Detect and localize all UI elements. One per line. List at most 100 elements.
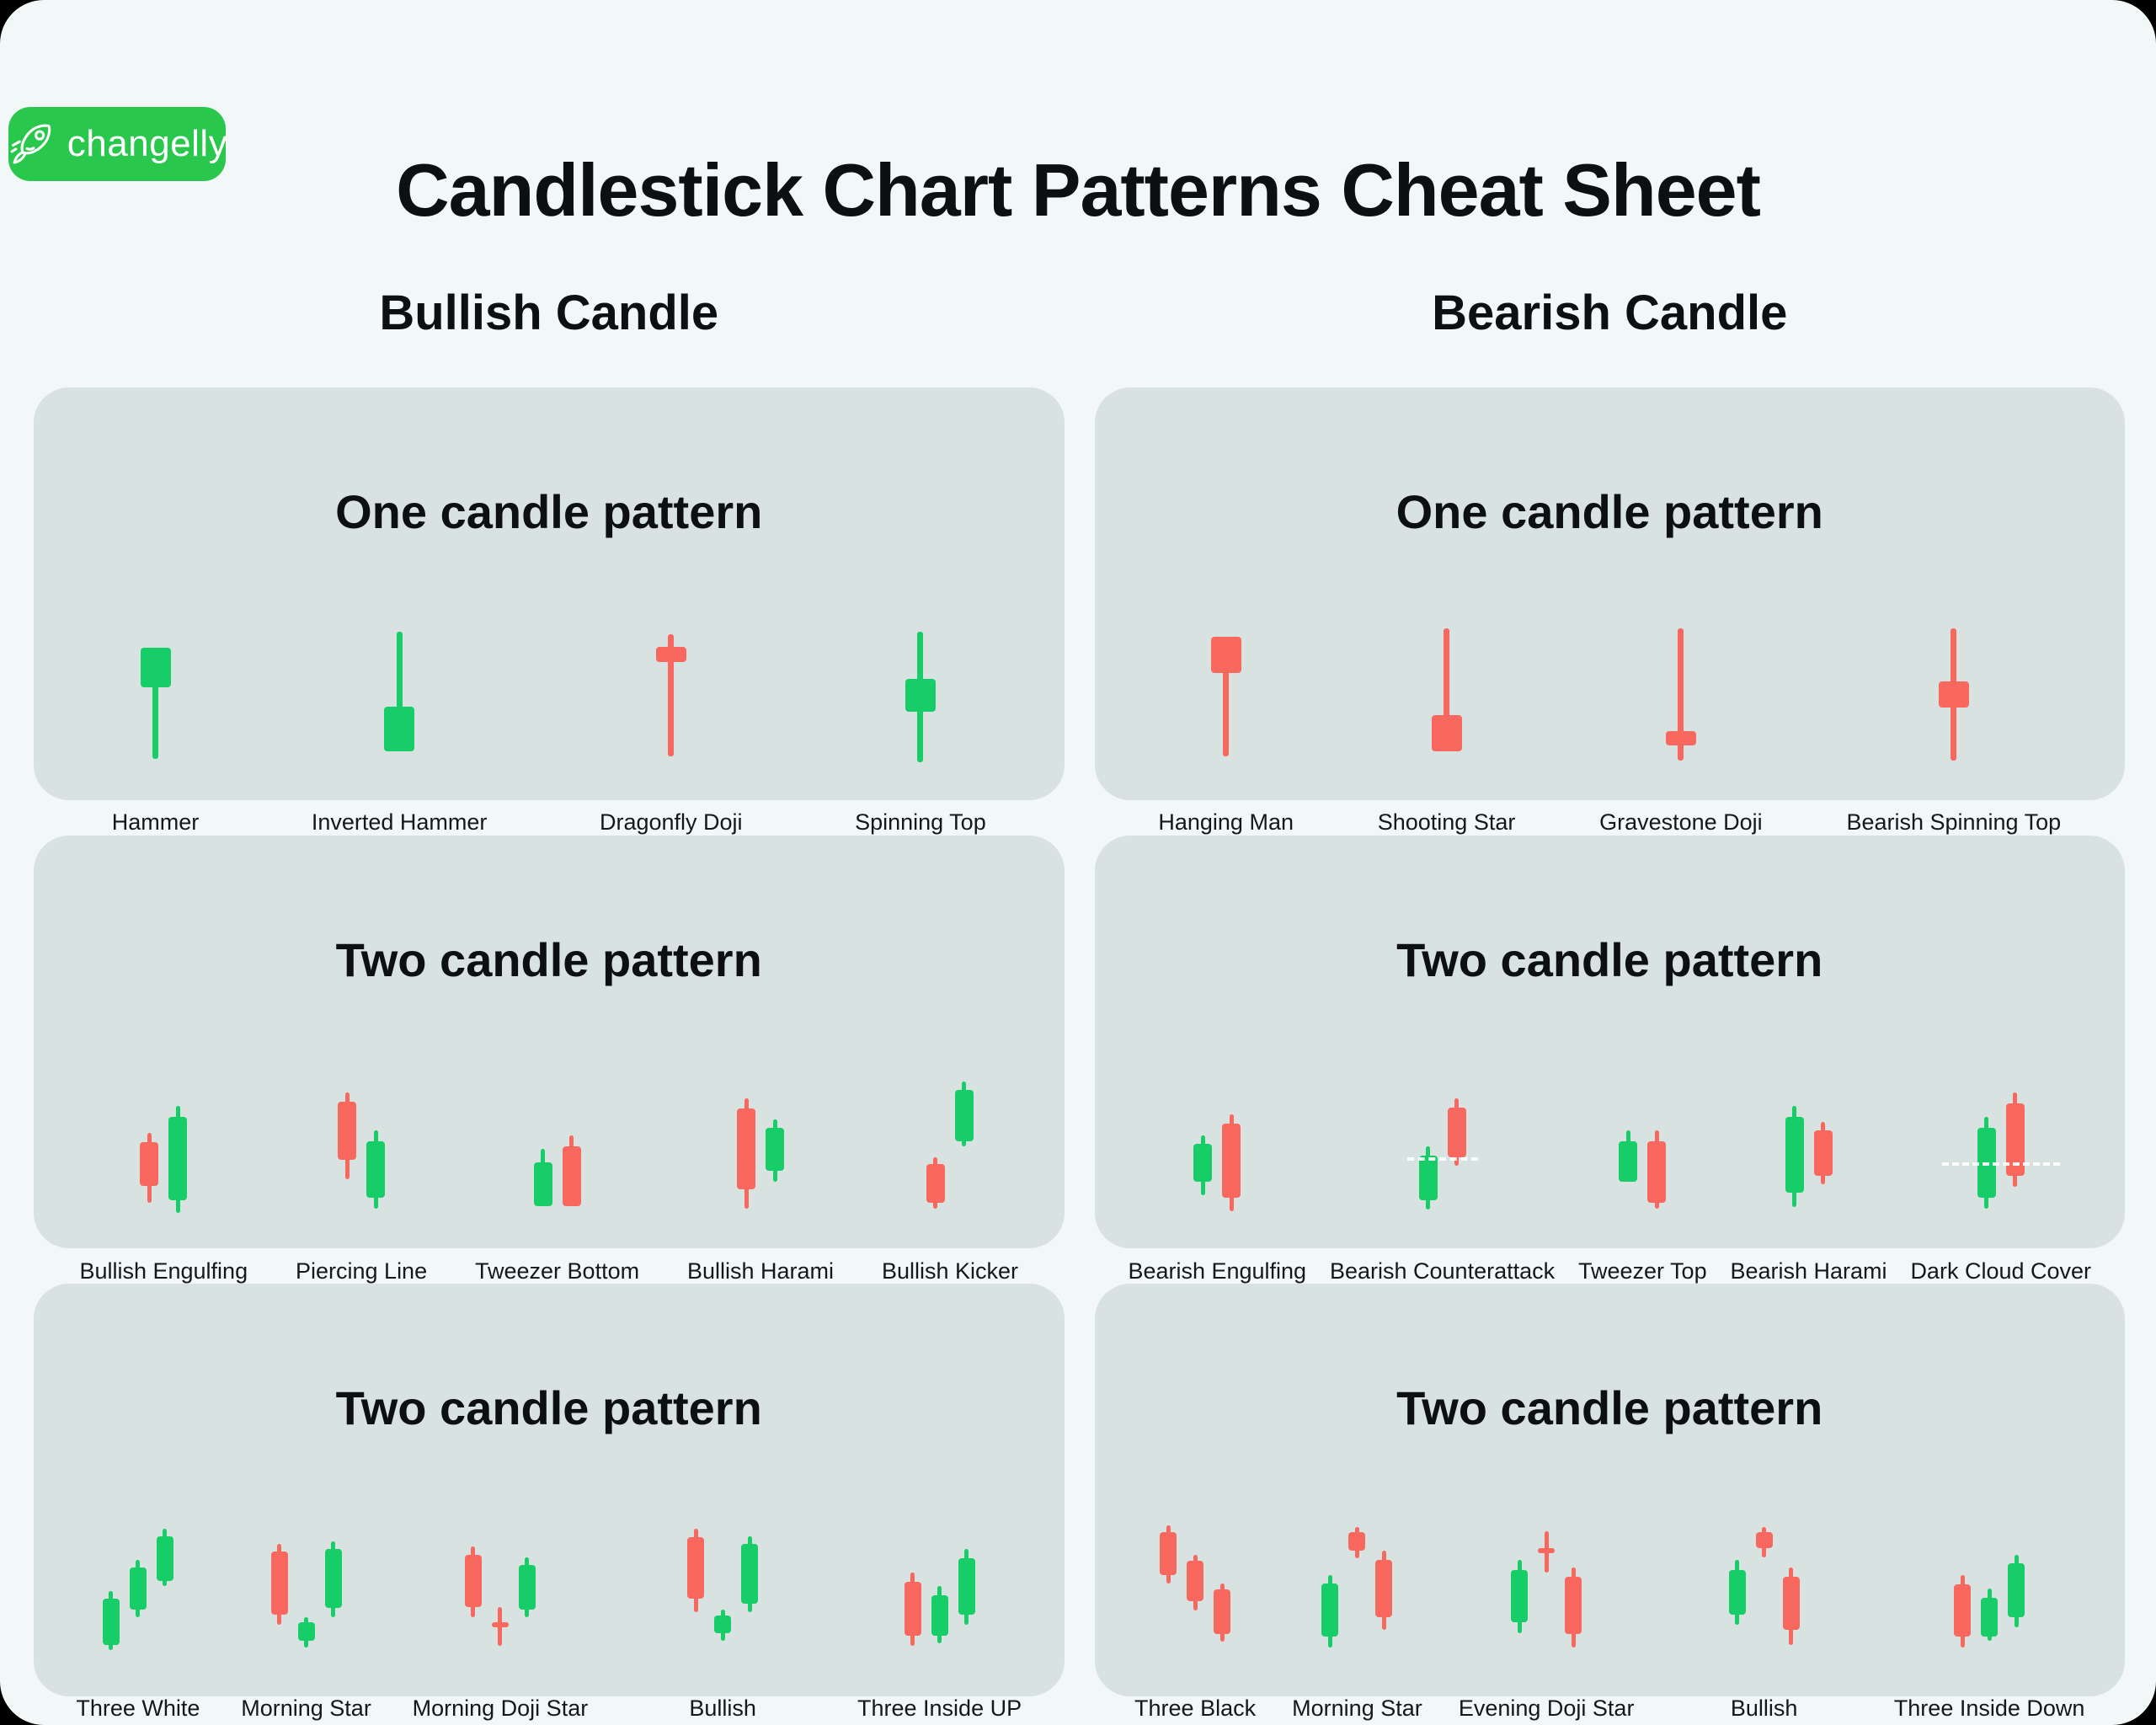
pattern-label: Morning Star — [1292, 1696, 1422, 1722]
candle-body — [1447, 1107, 1466, 1157]
candle-body — [464, 1554, 482, 1607]
candle-body — [140, 648, 171, 687]
candle-body — [741, 1544, 759, 1605]
panel-bearish-0: One candle pattern Hanging Man Shooting St… — [1094, 387, 2125, 835]
pattern-row: Hanging Man Shooting Star Gravestone Doji B… — [1117, 628, 2104, 841]
candle-wick — [1444, 628, 1450, 751]
pattern-label: Bearish Harami — [1730, 1258, 1887, 1284]
candle-body — [1647, 1140, 1667, 1204]
pattern-three-inside-down: Three Inside Down — [1894, 1523, 2084, 1725]
candle-cluster — [655, 628, 686, 767]
column-bullish: Bullish Candle One candle pattern Hammer I… — [34, 283, 1065, 1721]
candle-body — [1728, 1570, 1746, 1615]
candle-cluster — [687, 1523, 759, 1653]
panel-bullish-1: Two candle pattern Bullish Engulfing Pierc… — [34, 836, 1065, 1284]
pattern-evening-doji-star: Evening Doji Star — [1458, 1523, 1635, 1725]
candle-body — [1193, 1143, 1213, 1182]
pattern-label: Gravestone Doji — [1599, 809, 1763, 836]
pattern-label: Spinning Top — [855, 809, 986, 836]
candle-body — [1782, 1576, 1800, 1631]
pattern-bullish-harami: Bullish Harami — [687, 1081, 834, 1290]
brand-name: changelly — [67, 123, 228, 164]
candle-body — [338, 1102, 357, 1161]
column-header-bearish: Bearish Candle — [1432, 286, 1788, 340]
pattern-bearish-harami: Bearish Harami — [1730, 1081, 1887, 1290]
candle-body — [1511, 1570, 1529, 1623]
panel-heading: One candle pattern — [335, 485, 763, 538]
pattern-bullish-abandonded-baby: Bullish Abandonded Baby — [1671, 1523, 1858, 1725]
pattern-tweezer-top: Tweezer Top — [1578, 1081, 1707, 1290]
candle-body — [1755, 1532, 1773, 1548]
candle-wick — [152, 648, 159, 760]
pattern-morning-doji-star: Morning Doji Star — [412, 1523, 589, 1725]
page-title: Candlestick Chart Patterns Cheat Sheet — [396, 147, 1761, 232]
pattern-three-black-soldiers: Three Black Soldiers — [1134, 1523, 1256, 1725]
candle-body — [958, 1558, 975, 1615]
candle-body — [1214, 1589, 1231, 1635]
pattern-label: Bullish Harami — [686, 1258, 835, 1284]
panel-list-bearish: One candle pattern Hanging Man Shooting St… — [1094, 387, 2125, 1721]
candle-cluster — [926, 1081, 974, 1216]
pattern-three-inside-up: Three Inside UP — [857, 1523, 1022, 1725]
pattern-label: Bullish Kicker — [881, 1258, 1019, 1284]
pattern-bullish-abandonded-baby: Bullish Abandonded Baby — [629, 1523, 816, 1725]
candle-body — [655, 646, 686, 662]
pattern-label: Bearish Spinning Top — [1846, 809, 2062, 836]
pattern-dark-cloud-cover: Dark Cloud Cover — [1910, 1081, 2091, 1290]
pattern-label: Dark Cloud Cover — [1910, 1258, 2092, 1284]
panel-bearish-2: Two candle pattern Three Black Soldiers Mo… — [1094, 1284, 2125, 1721]
pattern-label: Evening Doji Star — [1458, 1696, 1635, 1722]
pattern-row: Bullish Engulfing Piercing Line Tweezer Bo… — [56, 1081, 1043, 1290]
columns: Bullish Candle One candle pattern Hammer I… — [34, 283, 2125, 1721]
pattern-bullish-engulfing: Bullish Engulfing — [79, 1081, 248, 1290]
pattern-piercing-line: Piercing Line — [296, 1081, 427, 1290]
candle-body — [384, 706, 415, 751]
brand-logo: changelly — [8, 107, 228, 181]
pattern-label: Piercing Line — [296, 1258, 428, 1284]
candle-body — [2005, 1103, 2025, 1177]
pattern-label: Bullish Abandonded Baby — [689, 1696, 756, 1722]
candle-body — [1938, 681, 1969, 708]
pattern-dragonfly-doji: Dragonfly Doji — [600, 628, 743, 841]
candle-body — [1321, 1583, 1339, 1637]
pattern-label: Inverted Hammer — [311, 809, 488, 836]
candle-body — [491, 1622, 509, 1628]
candle-body — [926, 1163, 945, 1204]
pattern-label: Tweezer Top — [1578, 1258, 1707, 1284]
candle-body — [1418, 1156, 1438, 1201]
pattern-row: Three White Soldiers Morning Star Morning … — [56, 1523, 1043, 1725]
pattern-label: Morning Doji Star — [412, 1696, 589, 1722]
candle-cluster — [905, 628, 936, 767]
pattern-label: Morning Star — [241, 1696, 371, 1722]
candle-cluster — [270, 1523, 342, 1653]
pattern-bullish-kicker: Bullish Kicker — [882, 1081, 1018, 1290]
panel-bearish-1: Two candle pattern Bearish Engulfing Beari… — [1094, 836, 2125, 1284]
candle-body — [533, 1162, 552, 1206]
pattern-gravestone-doji: Gravestone Doji — [1599, 628, 1763, 841]
pattern-label: Hammer — [111, 809, 200, 836]
pattern-row: Three Black Soldiers Morning Star Evening … — [1117, 1523, 2104, 1725]
pattern-three-white-soldiers: Three White Soldiers — [76, 1523, 200, 1725]
candle-body — [518, 1564, 536, 1610]
pattern-hammer: Hammer — [111, 628, 200, 841]
candle-cluster — [1210, 628, 1241, 767]
pattern-shooting-star: Shooting Star — [1378, 628, 1515, 841]
pattern-bearish-counterattack: Bearish Counterattack — [1330, 1081, 1555, 1290]
pattern-label: Bearish Engulfing — [1128, 1258, 1307, 1284]
pattern-hanging-man: Hanging Man — [1158, 628, 1294, 841]
candle-body — [1210, 637, 1241, 674]
panel-bullish-0: One candle pattern Hammer Inverted Hammer D… — [34, 387, 1065, 835]
candle-body — [1977, 1127, 1996, 1198]
candle-wick — [396, 631, 403, 751]
pattern-label: Bearish Counterattack — [1329, 1258, 1556, 1284]
candle-body — [297, 1622, 315, 1641]
candle-cluster — [1665, 628, 1696, 767]
candle-body — [1665, 731, 1696, 745]
candle-cluster — [384, 628, 415, 767]
pattern-spinning-top: Spinning Top — [855, 628, 986, 841]
pattern-morning-star: Morning Star — [1292, 1523, 1422, 1725]
candle-cluster — [1728, 1523, 1800, 1653]
panel-heading: Two candle pattern — [1396, 1381, 1823, 1434]
candle-body — [1431, 714, 1462, 751]
